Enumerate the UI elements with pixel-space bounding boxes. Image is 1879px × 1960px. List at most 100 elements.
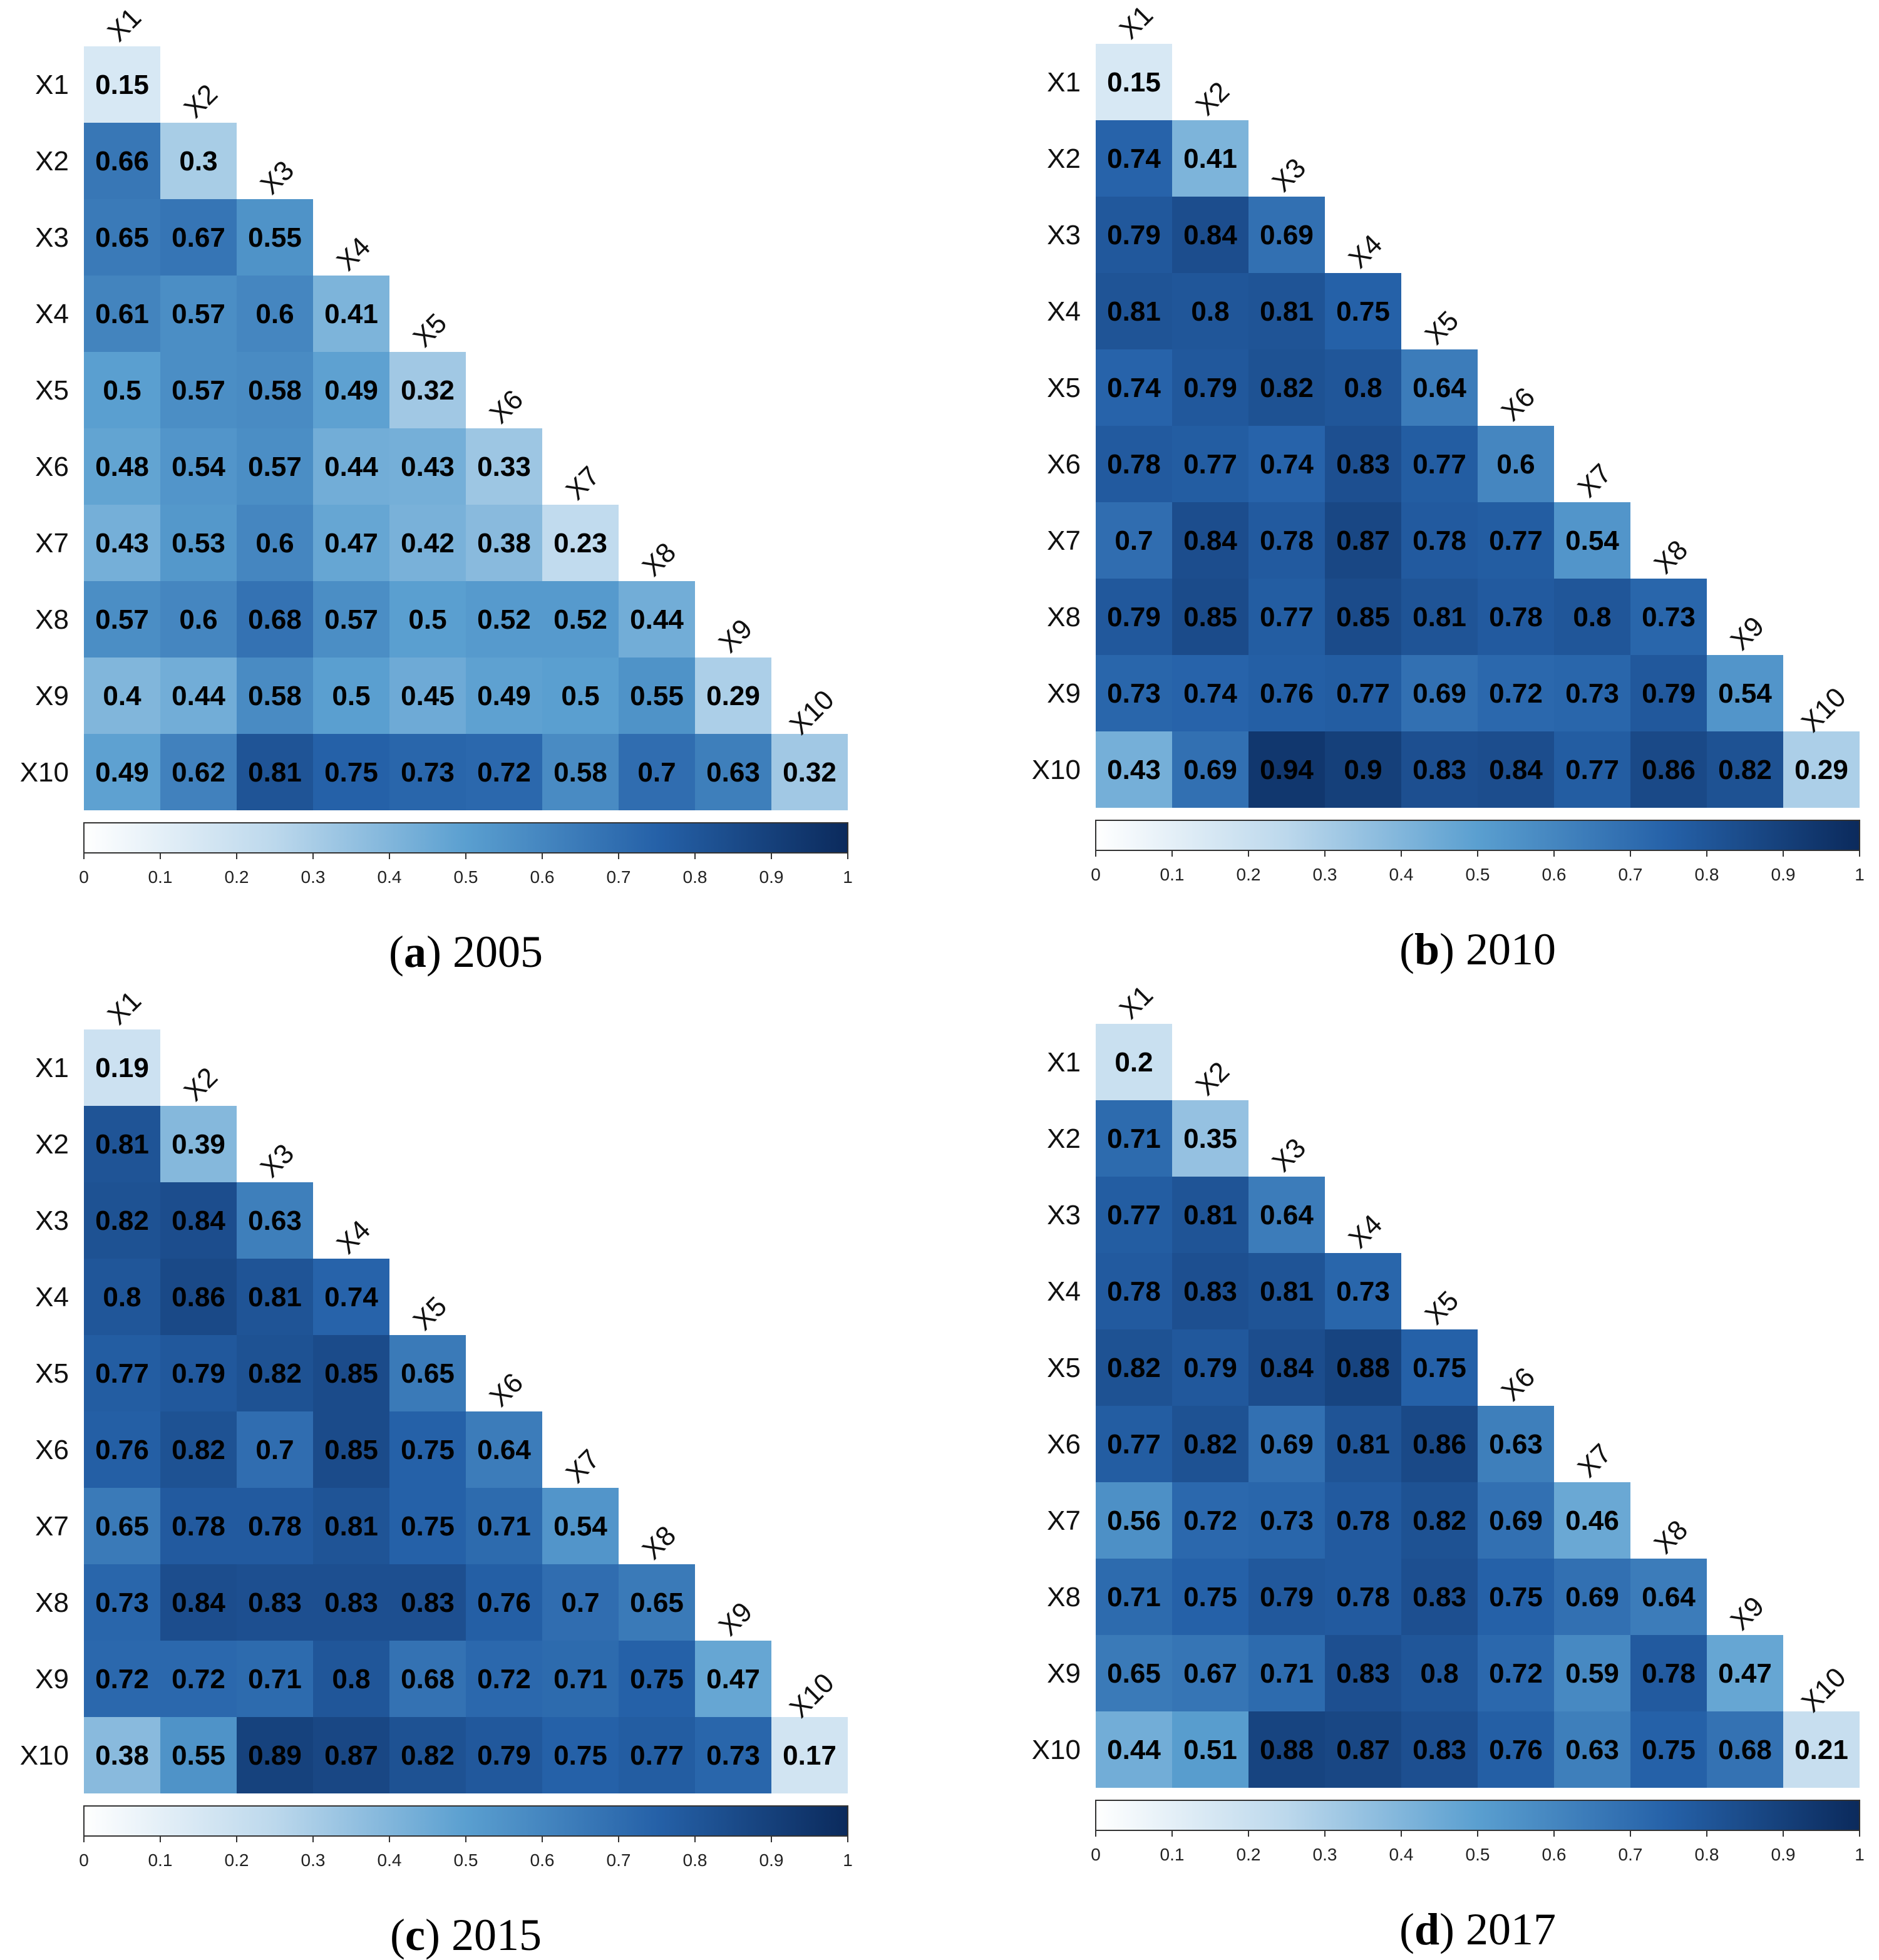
heatmap-cell: [1172, 426, 1248, 502]
cell-value-label: 0.64: [477, 1435, 531, 1465]
colorbar-tick-label: 0.3: [301, 1850, 326, 1870]
heatmap-cell: [1630, 655, 1707, 731]
column-label: X5: [407, 1291, 453, 1336]
cell-value-label: 0.6: [255, 299, 294, 329]
heatmap-cell: [237, 1488, 313, 1564]
cell-value-label: 0.83: [1413, 755, 1466, 785]
cell-value-label: 0.79: [1642, 678, 1696, 709]
heatmap-cell: [84, 199, 160, 276]
heatmap-cell: [313, 1488, 389, 1564]
cell-value-label: 0.74: [1260, 449, 1314, 480]
heatmap-cell: [695, 734, 771, 810]
cell-value-label: 0.72: [95, 1664, 149, 1694]
colorbar-tick-label: 1: [1855, 865, 1865, 884]
cell-value-label: 0.23: [553, 528, 607, 559]
column-label: X3: [1266, 152, 1312, 198]
heatmap-cell: [542, 658, 619, 734]
cell-value-label: 0.82: [172, 1435, 225, 1465]
heatmap-cell: [84, 1335, 160, 1411]
colorbar-tick-label: 0.3: [301, 867, 326, 887]
cell-value-label: 0.81: [1413, 602, 1466, 632]
cell-value-label: 0.38: [95, 1740, 149, 1771]
heatmap-cell: [160, 1564, 237, 1641]
panel-caption: (b) 2010: [1399, 924, 1556, 974]
cell-value-label: 0.7: [255, 1435, 294, 1465]
cell-value-label: 0.71: [477, 1511, 531, 1542]
heatmap-cell: [1172, 579, 1248, 655]
heatmap-cell: [237, 1564, 313, 1641]
heatmap-cell: [1172, 1711, 1248, 1788]
cell-value-label: 0.6: [179, 604, 217, 635]
colorbar-tick-label: 0.7: [1619, 865, 1643, 884]
row-label: X7: [1047, 525, 1081, 556]
heatmap-cell: [1478, 1482, 1554, 1559]
colorbar-tick-label: 0.1: [148, 867, 173, 887]
heatmap-cell: [237, 1182, 313, 1259]
colorbar-tick-label: 0: [1091, 865, 1101, 884]
cell-value-label: 0.71: [553, 1664, 607, 1694]
cell-value-label: 0.9: [1344, 755, 1382, 785]
heatmap-cell: [1401, 731, 1478, 808]
cell-value-label: 0.58: [248, 375, 302, 406]
colorbar-tick-label: 0.6: [530, 1850, 555, 1870]
heatmap-cell: [160, 1106, 237, 1182]
heatmap-cell: [1554, 579, 1630, 655]
heatmap-panel-c: 0.190.81 0.390.82 0.84 0.630.8 0.86 0.81 0.740…: [20, 985, 853, 1960]
cell-value-label: 0.57: [172, 375, 225, 406]
cell-value-label: 0.79: [477, 1740, 531, 1771]
cell-value-label: 0.59: [1565, 1658, 1619, 1689]
column-label: X1: [101, 985, 147, 1031]
cell-value-label: 0.84: [1183, 525, 1237, 556]
cell-value-label: 0.57: [172, 299, 225, 329]
cell-value-label: 0.6: [255, 528, 294, 559]
heatmap-cell: [1096, 1177, 1172, 1253]
colorbar-tick-label: 0.7: [1619, 1845, 1643, 1864]
heatmap-cell: [160, 1182, 237, 1259]
heatmap-cell: [1325, 1406, 1401, 1482]
cell-value-label: 0.65: [95, 222, 149, 253]
heatmap-cell: [1248, 731, 1325, 808]
heatmap-cell: [1478, 502, 1554, 579]
colorbar-tick-label: 0.6: [530, 867, 555, 887]
cell-value-label: 0.29: [706, 681, 760, 711]
heatmap-cell: [619, 1641, 695, 1717]
heatmap-cell: [1630, 731, 1707, 808]
colorbar-tick-label: 1: [1855, 1845, 1865, 1864]
colorbar-tick-label: 0.5: [454, 867, 478, 887]
cell-value-label: 0.72: [477, 1664, 531, 1694]
heatmap-cell: [1248, 349, 1325, 426]
heatmap-cell: [84, 581, 160, 658]
heatmap-cell: [237, 581, 313, 658]
column-label: X7: [560, 460, 605, 506]
heatmap-cell: [542, 734, 619, 810]
cell-value-label: 0.83: [1413, 1735, 1466, 1765]
heatmap-cell: [542, 581, 619, 658]
heatmap-cell: [695, 1717, 771, 1793]
row-label: X7: [1047, 1505, 1081, 1536]
column-label: X7: [560, 1443, 605, 1489]
heatmap-cell: [1248, 655, 1325, 731]
heatmap-cell: [313, 1564, 389, 1641]
heatmap-cell: [1325, 1329, 1401, 1406]
heatmap-cell: [313, 276, 389, 352]
heatmap-cell: [84, 1717, 160, 1793]
cell-value-label: 0.29: [1794, 755, 1848, 785]
row-label: X1: [1047, 1047, 1081, 1078]
heatmap-cell: [1401, 655, 1478, 731]
heatmap-cell: [389, 581, 466, 658]
cell-value-label: 0.85: [324, 1435, 378, 1465]
heatmap-cell: [466, 428, 542, 505]
row-label: X6: [35, 1435, 69, 1465]
column-label: X3: [254, 155, 300, 200]
heatmap-cell: [466, 505, 542, 581]
heatmap-cell: [1172, 1482, 1248, 1559]
heatmap-cell: [1096, 1559, 1172, 1635]
cell-value-label: 0.69: [1489, 1505, 1543, 1536]
row-label: X4: [35, 1282, 69, 1313]
colorbar-tick-label: 0.9: [1771, 1845, 1796, 1864]
heatmap-cell: [1096, 1406, 1172, 1482]
cell-value-label: 0.3: [179, 146, 217, 177]
colorbar-tick-label: 0.7: [607, 867, 631, 887]
cell-value-label: 0.44: [630, 604, 684, 635]
heatmap-cell: [389, 1717, 466, 1793]
